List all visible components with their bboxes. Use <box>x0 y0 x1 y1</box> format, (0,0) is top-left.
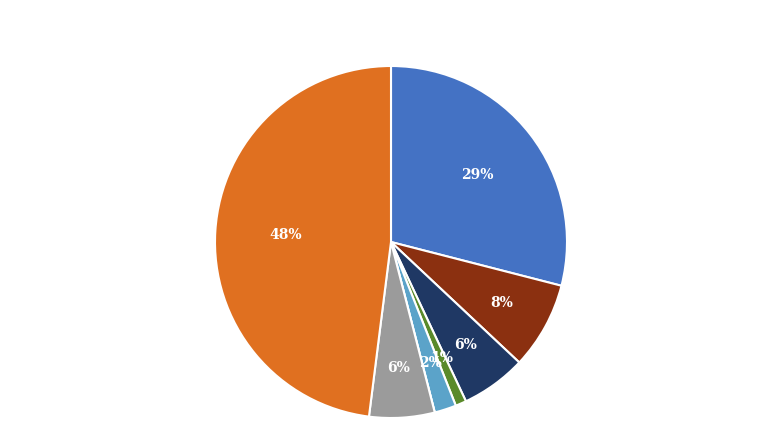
Wedge shape <box>391 242 519 401</box>
Text: 8%: 8% <box>490 296 514 310</box>
Wedge shape <box>391 66 567 286</box>
Text: 6%: 6% <box>388 362 411 375</box>
Text: 6%: 6% <box>454 337 477 352</box>
Text: 48%: 48% <box>269 228 302 242</box>
Wedge shape <box>391 242 466 406</box>
Text: 29%: 29% <box>461 168 493 182</box>
Text: 2%: 2% <box>418 356 442 370</box>
Text: 1%: 1% <box>430 351 453 365</box>
Wedge shape <box>391 242 435 412</box>
Wedge shape <box>391 242 561 363</box>
Wedge shape <box>215 66 391 417</box>
Wedge shape <box>391 242 456 412</box>
Wedge shape <box>369 242 435 418</box>
